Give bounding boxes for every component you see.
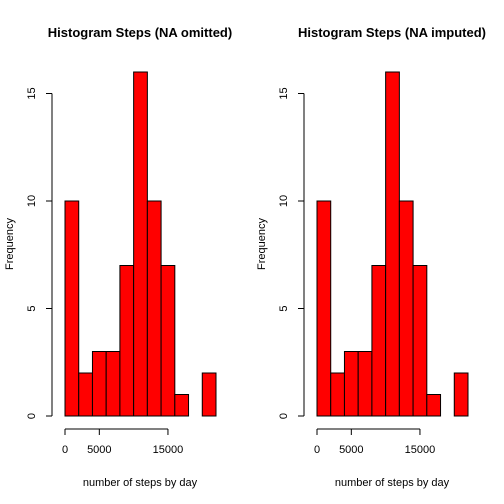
- panel-na-imputed: Histogram Steps (NA imputed) 0 5000 15000 …: [256, 25, 486, 489]
- histogram-bar: [398, 200, 414, 417]
- x-axis: 0 5000 15000: [314, 428, 436, 456]
- bars: [316, 71, 469, 417]
- chart-title: Histogram Steps (NA imputed): [298, 25, 486, 40]
- y-tick-label: 15: [278, 87, 290, 99]
- histogram-bar: [412, 265, 428, 417]
- histogram-bar: [316, 200, 332, 417]
- histogram-bar: [174, 394, 190, 417]
- x-tick-label: 5000: [339, 444, 363, 456]
- panel-na-omitted: Histogram Steps (NA omitted) 0 5000 15000 …: [4, 25, 232, 489]
- x-axis-label: number of steps by day: [335, 477, 450, 489]
- y-tick-label: 10: [26, 195, 38, 207]
- histogram-bar: [160, 265, 176, 417]
- y-axis: 0 5 10 15: [278, 87, 305, 419]
- histogram-bar: [91, 351, 107, 417]
- y-tick-label: 5: [26, 305, 38, 311]
- x-axis-label: number of steps by day: [83, 477, 198, 489]
- histogram-bar: [133, 71, 148, 417]
- y-tick-label: 10: [278, 195, 290, 207]
- histogram-bar: [453, 372, 469, 417]
- histogram-bar: [78, 372, 93, 417]
- bars: [64, 71, 217, 417]
- chart-title: Histogram Steps (NA omitted): [48, 25, 232, 40]
- y-axis-label: Frequency: [4, 218, 16, 270]
- histogram-bar: [330, 372, 345, 417]
- x-tick-label: 15000: [405, 444, 436, 456]
- histogram-bar: [119, 265, 135, 417]
- x-tick-label: 15000: [153, 444, 184, 456]
- histogram-bar: [385, 71, 400, 417]
- y-tick-label: 15: [26, 87, 38, 99]
- histogram-bar: [371, 265, 387, 417]
- histogram-bar: [343, 351, 359, 417]
- x-axis: 0 5000 15000: [62, 428, 184, 456]
- histogram-bar: [105, 351, 121, 417]
- histogram-bar: [426, 394, 442, 417]
- x-tick-label: 0: [62, 444, 68, 456]
- y-axis: 0 5 10 15: [26, 87, 53, 419]
- x-tick-label: 0: [314, 444, 320, 456]
- y-tick-label: 5: [278, 305, 290, 311]
- y-axis-label: Frequency: [256, 218, 268, 270]
- x-tick-label: 5000: [87, 444, 111, 456]
- histogram-bar: [146, 200, 162, 417]
- histogram-bar: [201, 372, 217, 417]
- y-tick-label: 0: [26, 413, 38, 419]
- histogram-bar: [64, 200, 80, 417]
- histogram-bar: [357, 351, 373, 417]
- y-tick-label: 0: [278, 413, 290, 419]
